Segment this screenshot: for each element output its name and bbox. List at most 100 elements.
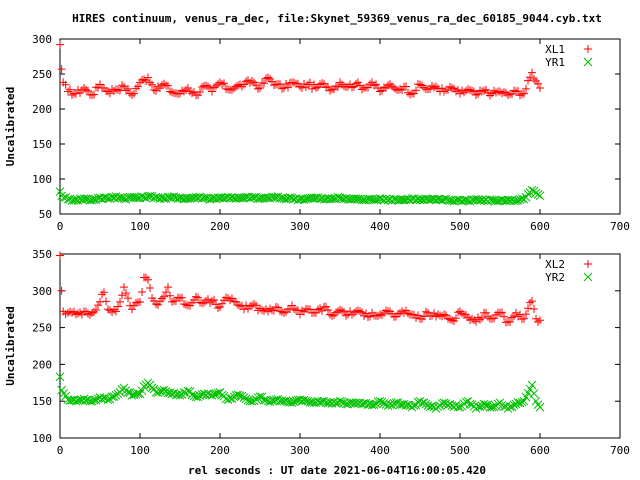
data-point — [385, 195, 395, 204]
data-point — [430, 83, 438, 92]
data-point — [131, 389, 141, 399]
data-point — [354, 306, 362, 315]
data-point — [158, 80, 166, 89]
data-point — [437, 399, 447, 408]
data-point — [298, 83, 306, 92]
data-point — [254, 84, 262, 93]
data-point — [68, 308, 76, 317]
data-point — [529, 389, 539, 398]
data-point — [82, 85, 90, 94]
series-YR1 — [55, 185, 545, 206]
data-point — [154, 300, 162, 309]
data-point — [141, 380, 151, 390]
data-point — [284, 83, 292, 92]
data-point — [508, 89, 516, 98]
data-point — [274, 303, 282, 312]
x-tick-label: 700 — [610, 444, 630, 457]
data-point — [225, 193, 235, 203]
data-point — [358, 308, 366, 317]
data-point — [94, 301, 102, 310]
data-point — [527, 380, 537, 390]
data-point — [57, 65, 66, 74]
data-point — [329, 397, 339, 407]
data-point — [154, 82, 162, 91]
data-point — [61, 80, 70, 89]
data-point — [68, 90, 76, 99]
data-point — [79, 194, 89, 203]
data-point — [360, 311, 368, 320]
data-point — [465, 399, 475, 409]
data-point — [396, 85, 404, 94]
data-point — [478, 314, 486, 323]
data-point — [377, 194, 387, 204]
data-point — [242, 301, 250, 310]
data-point — [109, 392, 119, 402]
data-point — [332, 308, 340, 317]
data-point — [132, 84, 140, 93]
data-point — [502, 88, 510, 97]
data-point — [530, 75, 538, 84]
data-point — [302, 83, 310, 92]
data-point — [280, 308, 288, 317]
data-point — [233, 193, 243, 203]
data-point — [498, 308, 506, 317]
data-point — [216, 78, 224, 87]
data-point — [144, 275, 152, 284]
data-point — [532, 314, 540, 323]
data-point — [506, 317, 514, 326]
data-point — [526, 73, 534, 82]
data-point — [238, 82, 246, 91]
y-tick-label: 200 — [32, 358, 52, 371]
data-point — [345, 194, 355, 204]
y-axis-label: Uncalibrated — [4, 306, 17, 385]
x-tick-label: 600 — [530, 444, 550, 457]
series-YR2 — [55, 372, 545, 413]
data-point — [530, 304, 538, 313]
data-point — [70, 307, 78, 316]
data-point — [228, 85, 236, 94]
data-point — [356, 81, 364, 90]
data-point — [533, 400, 543, 410]
data-point — [484, 312, 492, 321]
data-point — [194, 293, 202, 302]
y-tick-label: 200 — [32, 103, 52, 116]
data-point — [321, 194, 331, 204]
data-point — [130, 89, 138, 98]
data-point — [185, 194, 195, 203]
data-point — [460, 88, 468, 97]
data-point — [382, 83, 390, 92]
data-point — [376, 87, 384, 96]
data-point — [164, 283, 172, 292]
data-point — [481, 400, 491, 410]
data-point — [288, 301, 296, 310]
data-point — [458, 309, 466, 318]
data-point — [66, 85, 74, 94]
data-point — [100, 288, 108, 297]
data-point — [382, 306, 390, 315]
data-point — [404, 88, 412, 97]
data-point — [528, 68, 536, 77]
legend-marker — [583, 272, 593, 282]
series-XL1 — [56, 40, 544, 100]
data-point — [90, 90, 98, 99]
data-point — [350, 308, 358, 317]
data-point — [475, 402, 485, 412]
data-point — [166, 291, 174, 300]
data-point — [536, 84, 544, 92]
data-point — [65, 396, 75, 405]
data-point — [428, 82, 436, 91]
data-point — [196, 88, 204, 97]
data-point — [187, 390, 197, 400]
data-point — [158, 294, 166, 303]
data-point — [128, 91, 136, 99]
data-point — [468, 314, 476, 323]
data-point — [250, 300, 258, 309]
data-point — [414, 311, 422, 320]
data-point — [162, 288, 170, 297]
data-point — [326, 86, 334, 95]
chart-title: HIRES continuum, venus_ra_dec, file:Skyn… — [72, 12, 602, 25]
data-point — [513, 398, 523, 407]
data-point — [266, 304, 274, 313]
data-point — [412, 86, 420, 95]
data-point — [160, 79, 168, 88]
